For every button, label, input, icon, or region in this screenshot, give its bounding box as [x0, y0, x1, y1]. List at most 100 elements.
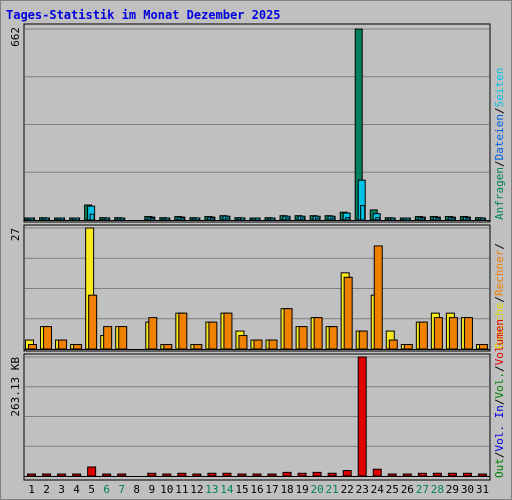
legend-entry: Seiten	[493, 68, 506, 108]
chart-title: Tages-Statistik im Monat Dezember 2025	[6, 8, 281, 22]
legend-entry: Volumen	[493, 319, 506, 365]
legend-entry: Rechner	[493, 249, 506, 296]
x-tick-label: 16	[250, 483, 263, 496]
bar-rechner-day-17	[268, 339, 278, 350]
x-tick-label: 12	[190, 483, 203, 496]
x-tick-label: 13	[205, 483, 218, 496]
plot-area-top	[23, 23, 491, 223]
bar-volumen-day-7	[117, 473, 127, 477]
bar-rechner-day-30	[463, 317, 473, 350]
bar-volumen-day-12	[192, 473, 202, 477]
bar-rechner-day-7	[118, 326, 128, 350]
bar-volumen-day-4	[72, 473, 82, 477]
x-tick-label: 17	[265, 483, 278, 496]
bar-seiten-day-26	[405, 217, 411, 221]
legend-entry: /	[493, 107, 506, 114]
x-tick-label: 19	[295, 483, 308, 496]
x-tick-label: 25	[386, 483, 399, 496]
bar-volumen-day-10	[162, 473, 172, 477]
x-tick-label: 5	[88, 483, 95, 496]
legend-entry: Dateien	[493, 114, 506, 160]
x-tick-label: 3	[58, 483, 65, 496]
x-tick-label: 29	[446, 483, 459, 496]
x-tick-label: 30	[461, 483, 474, 496]
bar-rechner-day-5	[88, 294, 98, 350]
x-tick-label: 28	[431, 483, 444, 496]
bar-volumen-day-22	[342, 470, 352, 477]
bar-seiten-day-28	[435, 217, 441, 221]
bar-rechner-day-2	[43, 326, 53, 350]
bar-seiten-day-12	[194, 217, 200, 221]
bar-seiten-day-5	[89, 213, 95, 221]
x-tick-label: 18	[280, 483, 293, 496]
bar-rechner-day-24	[373, 245, 383, 350]
bar-rechner-day-14	[223, 312, 233, 350]
bar-volumen-day-30	[462, 472, 472, 477]
bar-volumen-day-21	[327, 472, 337, 477]
bar-rechner-day-20	[313, 317, 323, 350]
bar-rechner-day-29	[448, 317, 458, 350]
x-tick-label: 11	[175, 483, 188, 496]
bar-seiten-day-15	[239, 217, 245, 221]
bar-volumen-day-24	[372, 468, 382, 477]
bar-seiten-day-29	[450, 217, 456, 221]
y-max-label-bottom: 263.13 KB	[9, 357, 22, 417]
bar-volumen-day-2	[42, 473, 52, 477]
bar-rechner-day-15	[238, 335, 248, 350]
bar-seiten-day-19	[300, 217, 306, 221]
legend-entry: /	[493, 160, 506, 167]
bar-rechner-day-10	[163, 344, 173, 350]
bar-rechner-day-25	[388, 339, 398, 350]
bar-seiten-day-3	[59, 217, 65, 221]
bar-seiten-day-17	[270, 217, 276, 221]
bar-rechner-day-11	[178, 312, 188, 350]
bar-seiten-day-31	[480, 217, 486, 221]
x-tick-label: 21	[326, 483, 339, 496]
bar-rechner-day-16	[253, 339, 263, 350]
bar-volumen-day-5	[87, 466, 97, 477]
legend-bottom: Out/Vol. In/Vol./Volumen	[493, 319, 506, 478]
bar-rechner-day-22	[343, 276, 353, 350]
bar-volumen-day-18	[282, 471, 292, 477]
bar-seiten-day-11	[179, 217, 185, 221]
bar-seiten-day-7	[119, 217, 125, 221]
bar-seiten-day-30	[465, 217, 471, 221]
bar-seiten-day-13	[209, 217, 215, 221]
bar-seiten-day-27	[420, 217, 426, 221]
bar-volumen-day-6	[102, 473, 112, 477]
x-tick-label: 10	[160, 483, 173, 496]
legend-entry: Vol. In	[493, 405, 506, 451]
bar-rechner-day-18	[283, 308, 293, 350]
bar-volumen-day-16	[252, 473, 262, 477]
x-tick-label: 20	[311, 483, 324, 496]
bar-seiten-day-16	[254, 217, 260, 221]
legend-entry: Anfragen	[493, 167, 506, 220]
x-tick-label: 6	[103, 483, 110, 496]
bar-seiten-day-20	[315, 217, 321, 221]
bar-seiten-day-24	[375, 217, 381, 221]
bar-volumen-day-3	[57, 473, 67, 477]
bar-seiten-day-18	[285, 217, 291, 221]
bar-seiten-day-6	[104, 217, 110, 221]
bar-rechner-day-6	[103, 326, 113, 350]
bar-volumen-day-15	[237, 473, 247, 477]
bar-volumen-day-29	[447, 472, 457, 477]
bar-seiten-day-21	[330, 217, 336, 221]
bar-seiten-day-25	[390, 217, 396, 221]
legend-entry: /	[493, 365, 506, 372]
bar-rechner-day-26	[403, 344, 413, 350]
bar-seiten-day-9	[149, 217, 155, 221]
bar-volumen-day-13	[207, 472, 217, 477]
bar-rechner-day-28	[433, 317, 443, 350]
bar-seiten-day-2	[44, 217, 50, 221]
bar-volumen-day-31	[477, 473, 487, 477]
legend-top: Anfragen/Dateien/Seiten	[493, 68, 506, 220]
bar-rechner-day-12	[193, 344, 203, 350]
bar-volumen-day-9	[147, 472, 157, 477]
x-tick-label: 7	[118, 483, 125, 496]
bar-seiten-day-22	[345, 217, 351, 221]
x-tick-label: 27	[416, 483, 429, 496]
bar-volumen-day-26	[402, 473, 412, 477]
legend-entry: /	[493, 399, 506, 406]
